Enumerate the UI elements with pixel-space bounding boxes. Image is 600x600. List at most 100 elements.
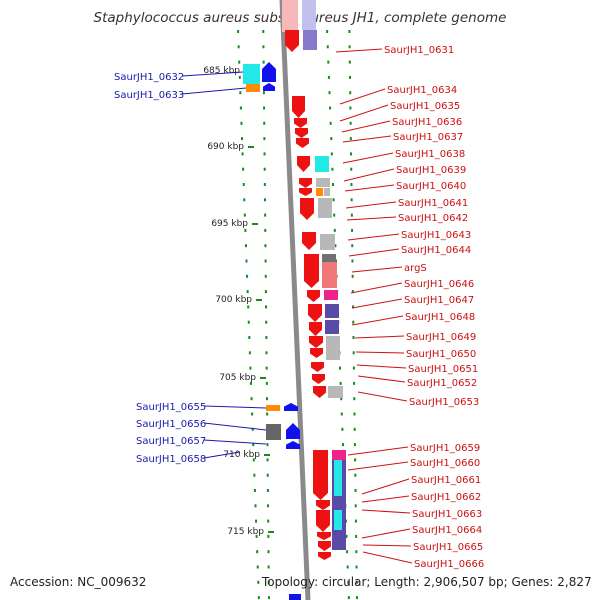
- track-dot: [355, 550, 358, 554]
- track-dot: [352, 336, 355, 339]
- track-dot: [265, 336, 268, 339]
- cds-box: [325, 320, 339, 334]
- track-dot: [353, 412, 356, 416]
- track-dot: [347, 580, 350, 584]
- track-dot: [332, 198, 335, 202]
- track-dot: [349, 137, 352, 141]
- track-dot: [350, 183, 353, 186]
- ruler-label: 710 kbp: [223, 450, 260, 460]
- ruler-tick: [252, 223, 258, 225]
- reverse-gene-label: SaurJH1_0640: [396, 181, 466, 192]
- reverse-gene-label: SaurJH1_0651: [408, 364, 478, 375]
- faded-gene-box: [282, 0, 298, 32]
- track-dot: [263, 121, 266, 125]
- leader-line: [203, 405, 267, 409]
- track-dot: [348, 60, 351, 64]
- leader-line: [181, 71, 244, 77]
- reverse-gene-label: SaurJH1_0643: [401, 230, 471, 241]
- track-dot: [252, 443, 255, 447]
- reverse-gene-arrow: [297, 156, 310, 172]
- track-dot: [262, 91, 265, 95]
- track-dot: [350, 152, 353, 156]
- track-dot: [353, 427, 356, 431]
- forward-gene-arrow: [286, 441, 300, 449]
- track-dot: [350, 198, 353, 202]
- reverse-gene-label: SaurJH1_0662: [411, 492, 481, 503]
- reverse-gene-arrow: [299, 178, 312, 188]
- track-dot: [241, 137, 244, 141]
- track-dot: [266, 489, 269, 492]
- leader-line: [203, 439, 267, 445]
- gene-features: [243, 0, 346, 600]
- accession-text: Accession: NC_009632: [10, 575, 147, 589]
- leader-line: [351, 315, 404, 326]
- leader-line: [351, 266, 403, 273]
- track-dot: [331, 167, 334, 171]
- gene-labels: SaurJH1_0632 SaurJH1_0633 SaurJH1_0655 Saur…: [114, 45, 484, 570]
- reverse-gene-arrow: [316, 510, 330, 532]
- label-leaders: [181, 48, 413, 564]
- reverse-gene-arrow: [302, 232, 316, 250]
- reverse-gene-label: SaurJH1_0636: [392, 117, 462, 128]
- forward-gene-arrow: [262, 62, 276, 82]
- leader-line: [357, 375, 406, 383]
- cds-box: [316, 178, 330, 187]
- reverse-gene-label: SaurJH1_0648: [405, 312, 475, 323]
- track-dot: [355, 580, 358, 584]
- reverse-gene-arrow: [318, 552, 331, 560]
- reverse-gene-label: SaurJH1_0666: [414, 559, 484, 570]
- track-dot: [242, 183, 245, 186]
- track-dot: [265, 366, 268, 370]
- track-dot: [244, 244, 247, 248]
- leader-line: [355, 351, 405, 354]
- leader-line: [181, 87, 247, 95]
- track-dot: [352, 366, 355, 370]
- track-dot: [351, 259, 354, 263]
- track-dot: [242, 167, 245, 171]
- track-dot: [345, 534, 348, 538]
- track-dot: [251, 412, 254, 416]
- track-dot: [327, 75, 330, 79]
- track-dot: [339, 366, 342, 370]
- track-dot: [353, 381, 356, 385]
- reverse-gene-label: argS: [404, 263, 427, 274]
- track-dot: [340, 397, 343, 401]
- ruler-tick: [264, 454, 270, 456]
- track-dot: [339, 381, 342, 385]
- cds-box: [303, 30, 317, 50]
- leader-line: [356, 364, 407, 369]
- leader-line: [339, 104, 389, 122]
- track-dot: [341, 427, 344, 431]
- reverse-gene-label: SaurJH1_0661: [411, 475, 481, 486]
- leader-line: [348, 248, 400, 257]
- reverse-gene-arrow: [309, 336, 323, 348]
- leader-line: [339, 88, 386, 105]
- reverse-gene-label: SaurJH1_0637: [393, 132, 463, 143]
- leader-line: [361, 509, 411, 514]
- track-dot: [354, 473, 357, 477]
- track-dot: [351, 228, 354, 232]
- cds-box: [324, 188, 330, 196]
- ruler-tick: [248, 146, 254, 148]
- ruler-tick: [268, 531, 274, 533]
- cds-box: [266, 424, 281, 440]
- track-dot: [327, 60, 330, 64]
- track-dot: [264, 274, 267, 278]
- track-dot: [253, 473, 256, 477]
- track-dot: [351, 274, 354, 278]
- reverse-gene-arrow: [308, 304, 322, 322]
- leader-line: [362, 551, 413, 564]
- track-dot: [247, 305, 250, 309]
- forward-gene-label: SaurJH1_0657: [136, 436, 206, 447]
- reverse-gene-label: SaurJH1_0653: [409, 397, 479, 408]
- forward-gene-label: SaurJH1_0633: [114, 90, 184, 101]
- reverse-gene-arrow: [318, 541, 331, 551]
- cds-box: [332, 450, 346, 460]
- reverse-gene-label: SaurJH1_0641: [398, 198, 468, 209]
- track-dot: [266, 412, 269, 416]
- reverse-gene-label: SaurJH1_0659: [410, 443, 480, 454]
- ruler-tick: [260, 377, 266, 379]
- track-dot: [240, 121, 243, 125]
- track-dot: [255, 534, 258, 538]
- track-dot: [243, 198, 246, 202]
